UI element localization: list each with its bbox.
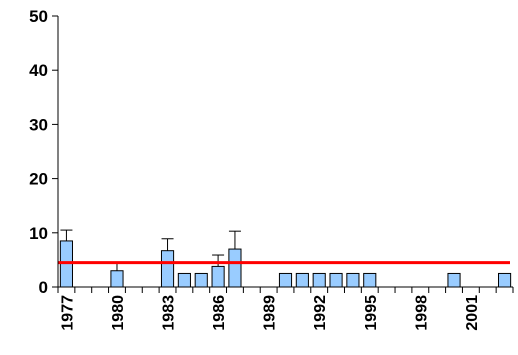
bar-1992: [312, 272, 326, 288]
bar-1986: [211, 265, 225, 288]
x-tick-label: 1998: [413, 295, 430, 331]
bar-1985: [194, 272, 208, 288]
bar-1984: [177, 272, 191, 288]
bar-1994: [346, 272, 360, 288]
x-tick-label: 1992: [312, 295, 329, 331]
y-tick-label: 30: [29, 115, 48, 134]
x-tick-label: 1977: [59, 295, 76, 331]
x-tick-label: 1980: [110, 295, 127, 331]
bar-1993: [329, 272, 343, 288]
x-tick-label: 1989: [262, 295, 279, 331]
y-tick-label: 50: [29, 7, 48, 26]
bar-1987: [228, 248, 242, 288]
error-bars: [60, 229, 241, 271]
x-tick-label: 1986: [211, 295, 228, 331]
y-tick-label: 0: [39, 278, 48, 297]
y-tick-label: 10: [29, 224, 48, 243]
y-axis-ticks: 0 10 20 30 40 50: [29, 7, 58, 297]
bar-1995: [363, 272, 377, 288]
y-tick-label: 20: [29, 170, 48, 189]
axes: [57, 16, 513, 288]
bar-2000: [447, 272, 461, 288]
bar-1983: [160, 250, 175, 288]
bar-1991: [295, 272, 309, 288]
y-tick-label: 40: [29, 61, 48, 80]
bar-2003: [498, 272, 512, 288]
bar-1990: [278, 272, 293, 288]
x-tick-label: 1983: [161, 295, 178, 331]
x-tick-label: 1995: [363, 295, 380, 331]
bar-1980: [110, 270, 124, 288]
x-axis-ticks: 1977 1980 1983 1986 1989 1992 1995 1998 2001: [57, 287, 514, 331]
x-tick-label: 2001: [464, 295, 481, 331]
